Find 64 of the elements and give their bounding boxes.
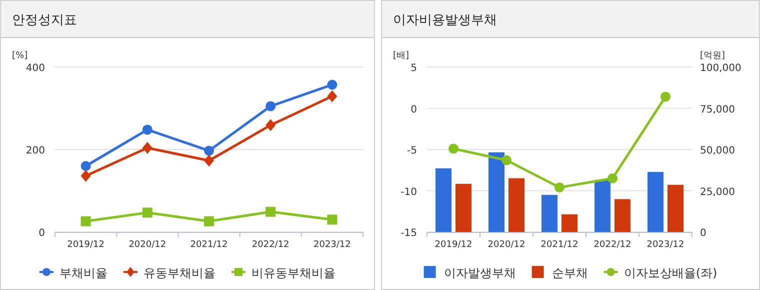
y2-tick-label: 25,000 [700, 186, 735, 198]
bar [542, 194, 558, 232]
y-tick-label: 400 [26, 63, 45, 74]
y2-tick-label: 50,000 [700, 146, 735, 156]
x-tick-label: 2023/12 [314, 240, 351, 250]
bar [594, 180, 610, 232]
point [660, 92, 670, 102]
x-tick-label: 2022/12 [252, 240, 290, 250]
point [327, 90, 338, 102]
point [266, 206, 276, 217]
x-tick-label: 2023/12 [646, 240, 684, 250]
x-tick-label: 2022/12 [594, 240, 632, 250]
point [554, 182, 564, 192]
y-tick-label: -5 [407, 146, 417, 156]
bar [562, 214, 578, 232]
legend-label: 부채비율 [60, 266, 108, 280]
bar [648, 172, 664, 232]
y2-tick-label: 0 [700, 228, 706, 239]
point [327, 214, 338, 225]
point [80, 170, 91, 182]
bar [436, 168, 452, 232]
chart-title: 안정성지표 [12, 13, 77, 28]
y-tick-label: 0 [410, 104, 417, 116]
x-tick-label: 2021/12 [190, 240, 228, 250]
y-tick-label: 5 [410, 63, 417, 74]
legend-label: 유동부채비율 [144, 266, 216, 280]
bar [668, 184, 684, 232]
x-tick-label: 2019/12 [434, 240, 472, 250]
point [80, 161, 91, 171]
point [327, 80, 338, 90]
point [266, 101, 276, 112]
point [266, 119, 276, 132]
y2-tick-label: 75,000 [700, 104, 735, 116]
y-axis-title: [배] [393, 51, 410, 61]
legend-label: 순부채 [552, 266, 588, 280]
x-tick-label: 2020/12 [128, 240, 166, 250]
point [608, 173, 618, 184]
x-tick-label: 2019/12 [67, 240, 104, 250]
legend-label: 이자보상배율(좌) [624, 266, 718, 280]
point [142, 208, 152, 218]
point [502, 155, 512, 166]
x-tick-label: 2021/12 [540, 240, 578, 250]
y-tick-label: -10 [400, 186, 417, 198]
y2-axis-title: [억원] [700, 51, 726, 61]
chart-title: 이자비용발생부채 [393, 13, 497, 28]
bar [488, 152, 504, 232]
bar [614, 199, 630, 232]
point [204, 154, 214, 167]
legend-label: 비유동부채비율 [252, 266, 336, 280]
point [142, 142, 152, 154]
x-tick-label: 2020/12 [488, 240, 526, 250]
legend-label: 이자발생부채 [444, 266, 516, 280]
point [80, 216, 91, 226]
point [448, 144, 458, 154]
bar [508, 178, 524, 232]
y-tick-label: 0 [38, 228, 45, 239]
point [204, 146, 214, 156]
point [142, 124, 152, 135]
point [204, 216, 214, 226]
y-tick-label: 200 [26, 146, 45, 156]
y-tick-label: -15 [400, 228, 417, 239]
y2-tick-label: 100,000 [700, 63, 742, 74]
y-axis-title: [%] [12, 51, 28, 61]
bar [456, 184, 472, 232]
